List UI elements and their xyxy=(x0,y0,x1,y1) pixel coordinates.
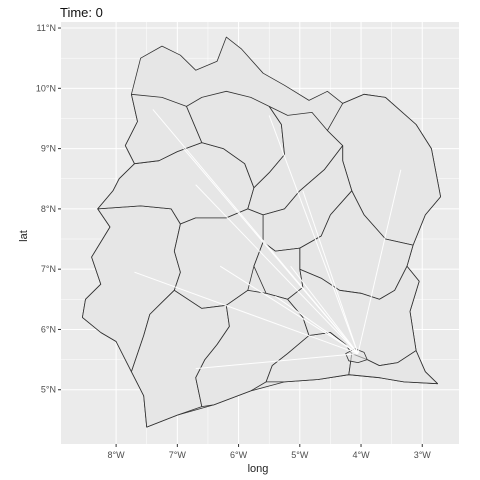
flow-line xyxy=(268,115,359,354)
y-tick-label: 7°N xyxy=(41,264,56,274)
region-coast-east xyxy=(348,350,438,385)
region-abidjan xyxy=(345,348,368,363)
flow-line xyxy=(195,353,359,370)
flow-line xyxy=(195,184,359,354)
flow-line xyxy=(290,265,359,354)
region-far-north-west xyxy=(124,93,203,165)
y-axis-ticks: 5°N 6°N 7°N 8°N 9°N 10°N 11°N xyxy=(36,23,61,395)
flow-line xyxy=(302,190,359,354)
y-tick-label: 10°N xyxy=(36,83,56,93)
x-tick-label: 6°W xyxy=(230,450,248,460)
flow-line xyxy=(134,271,359,355)
plot-title: Time: 0 xyxy=(60,5,103,20)
x-tick-label: 8°W xyxy=(108,450,126,460)
y-tick-label: 6°N xyxy=(41,324,56,334)
x-tick-label: 7°W xyxy=(169,450,187,460)
x-axis-title: long xyxy=(248,463,269,475)
flow-line xyxy=(357,169,402,354)
regions xyxy=(82,36,441,428)
flow-line xyxy=(183,148,359,354)
flow-line xyxy=(275,295,359,354)
y-tick-label: 5°N xyxy=(41,385,56,395)
x-tick-label: 3°W xyxy=(414,450,432,460)
region-center-west xyxy=(173,208,264,309)
flow-line xyxy=(219,265,359,354)
y-tick-label: 9°N xyxy=(41,144,56,154)
x-tick-label: 4°W xyxy=(352,450,370,460)
x-tick-label: 5°W xyxy=(291,450,309,460)
x-axis-ticks: 8°W 7°W 6°W 5°W 4°W 3°W xyxy=(108,444,432,460)
y-tick-label: 8°N xyxy=(41,204,56,214)
flow-lines xyxy=(134,109,402,370)
y-axis-title: lat xyxy=(18,230,30,242)
y-tick-label: 11°N xyxy=(37,23,56,33)
